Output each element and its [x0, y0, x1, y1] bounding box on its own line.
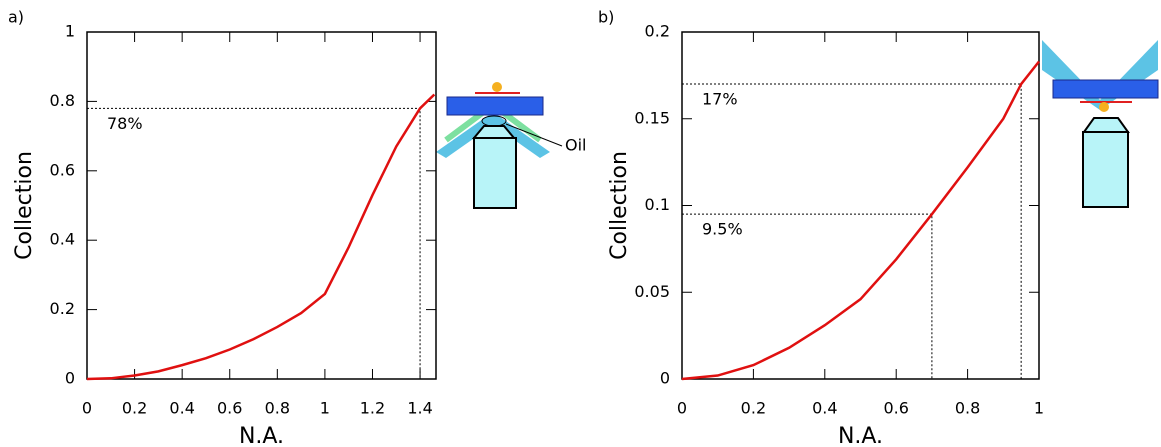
y-tick-label: 1 — [65, 22, 75, 41]
annotation: 78% — [107, 114, 143, 133]
x-tick-label: 0.4 — [812, 399, 837, 418]
y-tick-label: 0.6 — [50, 160, 75, 179]
x-tick-label: 0.8 — [265, 399, 290, 418]
x-tick-label: 0.8 — [955, 399, 980, 418]
x-tick-label: 0 — [677, 399, 687, 418]
x-axis-label: N.A. — [838, 424, 883, 447]
panel-label: b) — [598, 8, 614, 27]
y-tick-label: 0.1 — [645, 195, 670, 214]
annotation: 17% — [702, 90, 738, 109]
x-tick-label: 1.2 — [360, 399, 385, 418]
panel-label: a) — [8, 8, 24, 27]
y-axis-label: Collection — [12, 151, 37, 260]
guide-line — [682, 213, 933, 379]
x-tick-label: 1 — [320, 399, 330, 418]
illustration-a: Oil — [436, 82, 586, 209]
y-tick-label: 0.8 — [50, 91, 75, 110]
y-tick-label: 0.15 — [634, 108, 670, 127]
y-tick-label: 0.2 — [645, 22, 670, 41]
line — [86, 93, 436, 381]
y-tick-label: 0.05 — [634, 282, 670, 301]
y-axis-label: Collection — [607, 151, 632, 260]
guide-line — [682, 83, 1022, 379]
illustration-b — [1042, 40, 1159, 208]
x-axis-label: N.A. — [239, 424, 284, 447]
annotation: 9.5% — [702, 220, 743, 239]
y-tick-label: 0 — [660, 369, 670, 388]
y-tick-label: 0 — [65, 369, 75, 388]
x-tick-label: 0.6 — [883, 399, 908, 418]
x-tick-label: 0.4 — [169, 399, 194, 418]
line — [681, 60, 1040, 381]
y-tick-label: 0.4 — [50, 230, 75, 249]
x-tick-label: 0.2 — [122, 399, 147, 418]
x-tick-label: 0.6 — [217, 399, 242, 418]
x-tick-label: 1.4 — [407, 399, 432, 418]
y-tick-label: 0.2 — [50, 299, 75, 318]
x-tick-label: 0.2 — [741, 399, 766, 418]
plot-frame — [86, 31, 437, 380]
x-tick-label: 0 — [82, 399, 92, 418]
illustration-label: Oil — [565, 136, 586, 155]
x-tick-label: 1 — [1034, 399, 1044, 418]
